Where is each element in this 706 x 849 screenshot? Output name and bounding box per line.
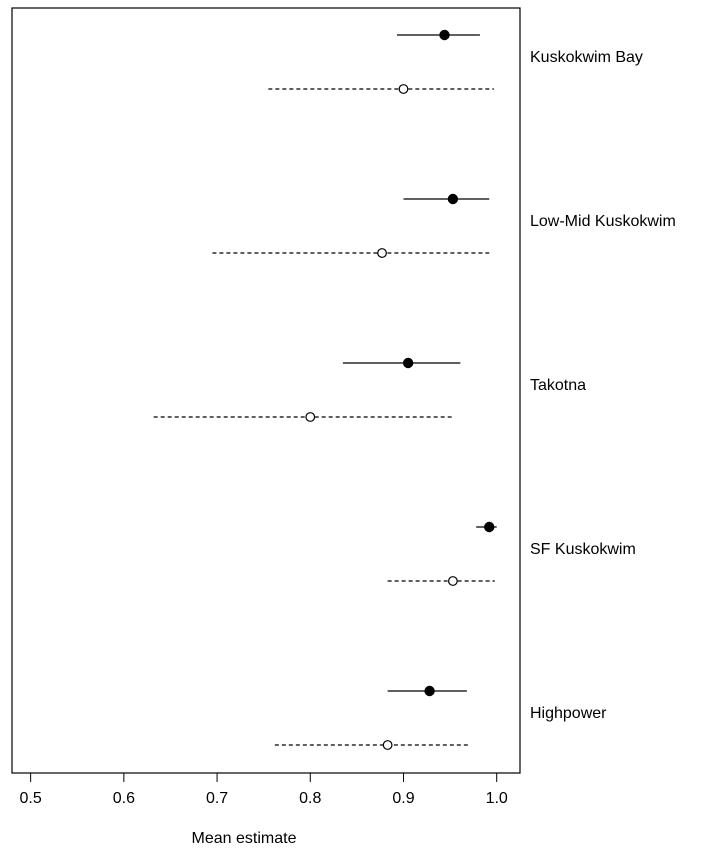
point-filled — [439, 29, 450, 41]
x-axis: 0.5 0.6 0.7 0.8 0.9 1.0 — [20, 773, 508, 807]
point-open — [398, 84, 409, 94]
x-tick-label: 0.9 — [392, 790, 414, 807]
point-open — [447, 576, 458, 586]
point-open — [382, 740, 393, 750]
point-filled — [402, 357, 414, 369]
point-filled — [424, 685, 435, 697]
point-filled — [484, 521, 495, 533]
point-open — [377, 248, 387, 258]
x-tick-label: 0.6 — [113, 790, 135, 807]
group-label: Kuskokwim Bay — [530, 49, 643, 66]
point-filled — [447, 193, 459, 205]
x-tick-label: 1.0 — [486, 790, 508, 807]
group-label: SF Kuskokwim — [530, 541, 636, 558]
plot-marks — [153, 29, 497, 750]
x-axis-title: Mean estimate — [192, 830, 297, 847]
group-label: Takotna — [530, 377, 586, 394]
group-label: Low-Mid Kuskokwim — [530, 213, 676, 230]
x-tick-label: 0.7 — [206, 790, 228, 807]
plot-frame — [11, 7, 521, 774]
x-tick-label: 0.8 — [299, 790, 321, 807]
point-open — [305, 412, 316, 422]
group-labels: Kuskokwim Bay Low-Mid Kuskokwim Takotna SF … — [530, 49, 676, 722]
group-label: Highpower — [530, 705, 607, 722]
x-tick-label: 0.5 — [20, 790, 42, 807]
